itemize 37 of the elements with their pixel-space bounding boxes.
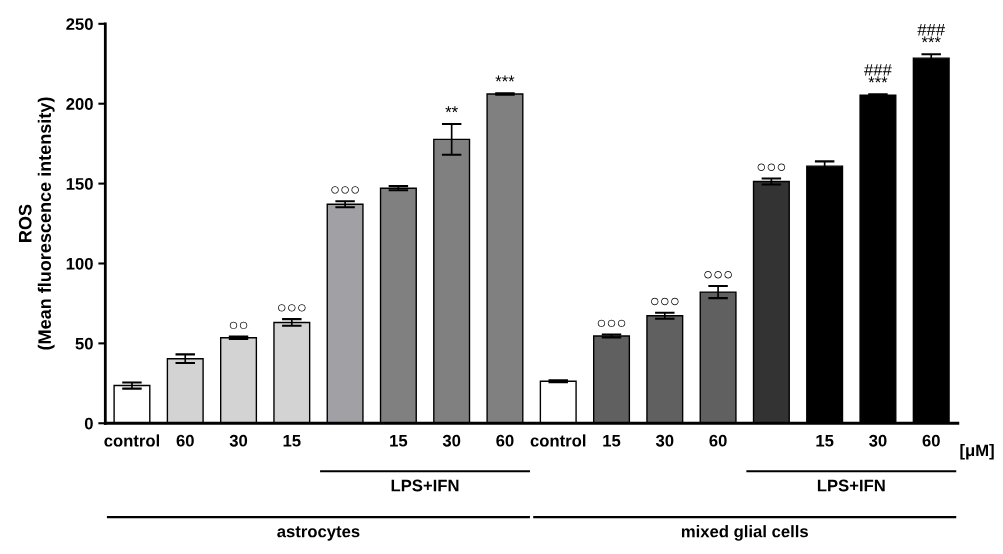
x-tick-label: 15 xyxy=(603,434,621,447)
data-label: ○○○ xyxy=(651,297,679,306)
x-tick-label: 60 xyxy=(176,434,194,447)
data-label: ○○ xyxy=(229,321,248,330)
data-label: ** xyxy=(445,106,458,113)
x-tick-label: 15 xyxy=(816,434,834,447)
text: LPS+IFN xyxy=(391,479,459,492)
data-label: ○○○ xyxy=(278,304,306,312)
text: astrocytes xyxy=(277,526,360,541)
x-tick-label: 60 xyxy=(922,434,940,447)
y-tick-label: 150 xyxy=(66,178,93,190)
data-label: ○○○ xyxy=(331,186,359,194)
y-tick-label: 50 xyxy=(75,337,93,350)
x-tick-label: 30 xyxy=(229,434,248,447)
y-tick-label: 100 xyxy=(66,257,93,270)
data-label: ○○○ xyxy=(757,163,786,171)
data-label: ○○○ xyxy=(597,319,626,328)
x-tick-label: 30 xyxy=(442,434,461,447)
data-label: ### *** xyxy=(864,64,892,83)
x-tick-label: control xyxy=(530,434,586,447)
x-tick-label: 15 xyxy=(390,434,408,447)
x-tick-label: 60 xyxy=(496,434,514,447)
x-tick-label: 30 xyxy=(869,434,887,447)
x-tick-label: 15 xyxy=(283,434,301,447)
y-axis-title: ROS (Mean fluorescence intensity) xyxy=(18,97,55,350)
y-tick-label: 200 xyxy=(66,98,93,110)
text: [μM] xyxy=(960,444,994,460)
y-tick-label: 250 xyxy=(66,18,93,31)
text: mixed glial cells xyxy=(681,525,808,541)
data-label: ### *** xyxy=(917,24,946,43)
x-tick-label: 60 xyxy=(709,434,727,447)
x-tick-label: 30 xyxy=(655,434,674,447)
y-tick-label: 0 xyxy=(84,417,93,430)
data-label: *** xyxy=(495,75,515,82)
data-label: ○○○ xyxy=(704,271,732,279)
x-tick-label: control xyxy=(104,434,160,447)
text: LPS+IFN xyxy=(817,479,885,492)
